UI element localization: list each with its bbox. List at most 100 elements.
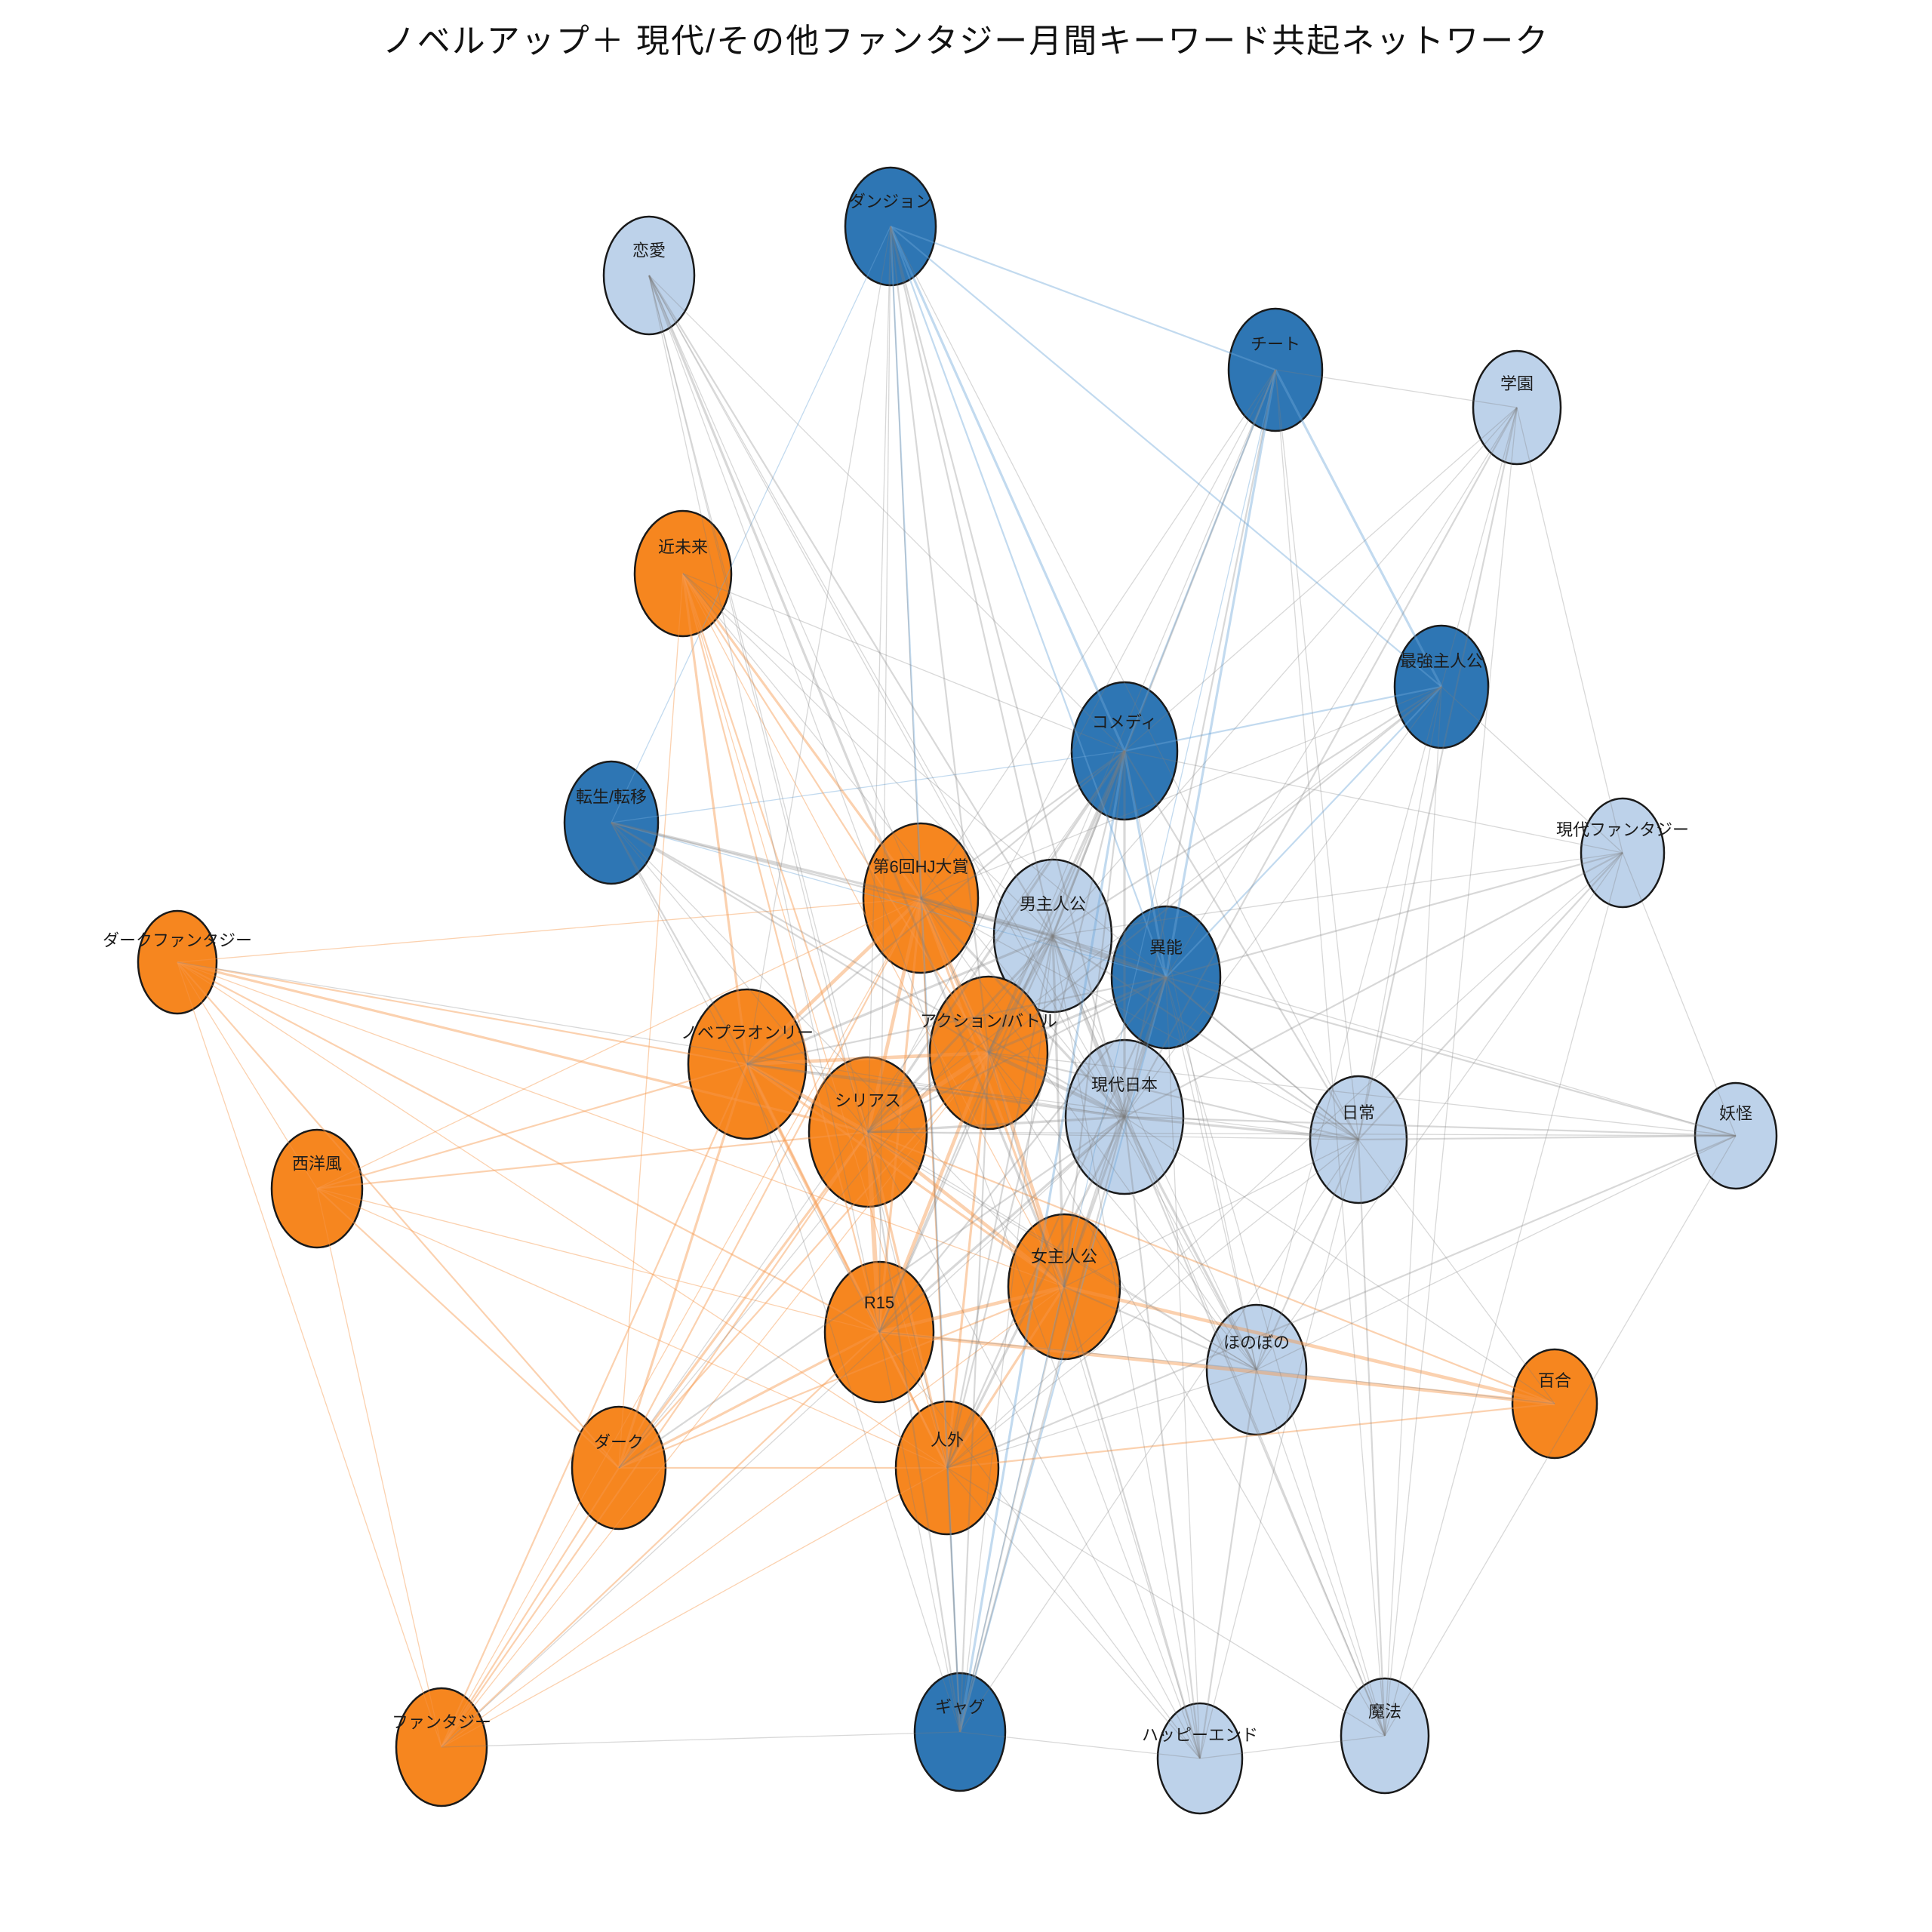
edge-action-battle--magic bbox=[988, 1052, 1386, 1737]
node-everyday bbox=[1309, 1075, 1408, 1204]
node-label-happy-end: ハッピーエンド bbox=[1142, 1726, 1258, 1745]
edge-modern-japan--female-protagonist bbox=[1063, 1116, 1126, 1287]
edge-action-battle--dark bbox=[618, 1052, 989, 1469]
edge-cheat--serious bbox=[867, 369, 1276, 1133]
edge-r15--heartwarming bbox=[878, 1331, 1257, 1371]
edge-cheat--comedy bbox=[1123, 369, 1277, 752]
edge-serious--non-human bbox=[866, 1131, 949, 1469]
edge-action-battle--everyday bbox=[988, 1051, 1359, 1141]
edge-male-protagonist--everyday bbox=[1052, 935, 1359, 1140]
edge-hj-award-6th--action-battle bbox=[918, 897, 991, 1054]
edge-strongest-protagonist--modern-japan bbox=[1124, 686, 1442, 1118]
edge-novelup-only--serious bbox=[746, 1062, 869, 1134]
edge-comedy--male-protagonist bbox=[1051, 750, 1126, 937]
node-modern-fantasy bbox=[1580, 797, 1666, 909]
edge-female-protagonist--happy-end bbox=[1063, 1286, 1201, 1759]
edge-serious--fantasy bbox=[441, 1131, 869, 1748]
edge-hj-award-6th--r15 bbox=[878, 897, 922, 1333]
node-label-non-human: 人外 bbox=[931, 1431, 964, 1450]
edge-modern-japan--fantasy bbox=[441, 1116, 1125, 1748]
edge-comedy--r15 bbox=[878, 750, 1126, 1333]
edge-reincarnation-transfer--novelup-only bbox=[611, 822, 748, 1065]
edge-hj-award-6th--gag bbox=[920, 897, 961, 1733]
edge-dungeon--comedy bbox=[889, 226, 1126, 752]
node-yokai bbox=[1694, 1081, 1778, 1190]
node-heartwarming bbox=[1205, 1303, 1308, 1436]
edge-reincarnation-transfer--special-ability bbox=[611, 822, 1167, 978]
edge-strongest-protagonist--hj-award-6th bbox=[920, 686, 1442, 899]
edge-action-battle--non-human bbox=[946, 1052, 990, 1469]
edge-comedy--serious bbox=[866, 750, 1126, 1133]
node-label-special-ability: 異能 bbox=[1149, 938, 1183, 957]
node-layer bbox=[137, 166, 1778, 1815]
edge-modern-japan--r15 bbox=[878, 1115, 1126, 1334]
edge-reincarnation-transfer--r15 bbox=[611, 822, 880, 1333]
edge-modern-fantasy--male-protagonist bbox=[1052, 852, 1623, 937]
edge-yokai--serious bbox=[867, 1131, 1737, 1137]
edge-action-battle--novelup-only bbox=[746, 1051, 989, 1066]
edge-action-battle--happy-end bbox=[988, 1052, 1201, 1759]
edge-romance--heartwarming bbox=[648, 275, 1257, 1371]
edge-layer bbox=[177, 225, 1737, 1759]
edge-dungeon--special-ability bbox=[889, 226, 1168, 978]
node-label-serious: シリアス bbox=[835, 1091, 901, 1110]
node-label-heartwarming: ほのぼの bbox=[1223, 1333, 1290, 1352]
edge-dark-fantasy--dark bbox=[177, 961, 620, 1469]
edge-hj-award-6th--female-protagonist bbox=[919, 897, 1066, 1287]
node-label-r15: R15 bbox=[864, 1294, 894, 1312]
edge-novelup-only--non-human bbox=[746, 1063, 948, 1469]
edge-female-protagonist--yuri bbox=[1063, 1284, 1555, 1406]
edge-male-protagonist--magic bbox=[1052, 935, 1386, 1737]
edge-school--modern-fantasy bbox=[1516, 407, 1623, 854]
edge-strongest-protagonist--special-ability bbox=[1165, 686, 1442, 978]
edge-reincarnation-transfer--female-protagonist bbox=[611, 822, 1065, 1287]
edge-dungeon--reincarnation-transfer bbox=[611, 226, 891, 823]
edge-comedy--action-battle bbox=[987, 750, 1126, 1054]
edge-action-battle--gag bbox=[958, 1052, 990, 1733]
edge-dark-fantasy--fantasy bbox=[177, 961, 442, 1748]
edge-cheat--magic bbox=[1275, 369, 1386, 1737]
node-label-comedy: コメディ bbox=[1092, 712, 1157, 731]
edge-near-future--novelup-only bbox=[681, 573, 749, 1065]
edge-cheat--strongest-protagonist bbox=[1274, 369, 1443, 688]
node-label-modern-fantasy: 現代ファンタジー bbox=[1556, 820, 1689, 839]
edge-special-ability--r15 bbox=[878, 977, 1167, 1333]
edge-dark-fantasy--modern-japan bbox=[177, 961, 1125, 1118]
edge-heartwarming--yuri bbox=[1256, 1369, 1555, 1404]
edge-comedy--modern-fantasy bbox=[1124, 750, 1623, 854]
edge-modern-japan--dark bbox=[618, 1116, 1125, 1469]
edge-modern-fantasy--yokai bbox=[1622, 852, 1737, 1137]
node-dark-fantasy bbox=[137, 909, 218, 1015]
node-gag bbox=[913, 1672, 1007, 1792]
edge-dungeon--r15 bbox=[878, 226, 891, 1333]
edge-female-protagonist--dark bbox=[618, 1285, 1065, 1469]
edge-hj-award-6th--western-style bbox=[316, 897, 921, 1189]
edge-near-future--female-protagonist bbox=[682, 573, 1065, 1287]
edge-cheat--everyday bbox=[1275, 369, 1359, 1140]
edge-romance--non-human bbox=[648, 275, 948, 1469]
edge-action-battle--modern-japan bbox=[988, 1051, 1125, 1119]
edge-cheat--hj-award-6th bbox=[920, 369, 1276, 899]
edge-r15--yuri bbox=[878, 1330, 1555, 1406]
edge-male-protagonist--serious bbox=[866, 934, 1054, 1134]
edge-modern-fantasy--non-human bbox=[946, 852, 1623, 1469]
edge-comedy--dark bbox=[618, 750, 1125, 1469]
edge-cheat--modern-japan bbox=[1123, 369, 1277, 1118]
edge-action-battle--serious bbox=[866, 1051, 990, 1134]
edge-hj-award-6th--novelup-only bbox=[746, 897, 922, 1066]
edge-romance--action-battle bbox=[648, 275, 989, 1054]
edge-special-ability--novelup-only bbox=[746, 976, 1167, 1066]
edge-dark-fantasy--female-protagonist bbox=[177, 961, 1065, 1287]
edge-modern-japan--gag bbox=[958, 1116, 1126, 1733]
edge-near-future--action-battle bbox=[682, 573, 989, 1054]
edge-hj-award-6th--special-ability bbox=[920, 897, 1167, 979]
edge-near-future--serious bbox=[681, 573, 869, 1133]
node-male-protagonist bbox=[992, 858, 1113, 1014]
chart-title: ノベルアップ＋ 現代/その他ファンタジー月間キーワード共起ネットワーク bbox=[382, 23, 1550, 60]
edge-romance--happy-end bbox=[648, 275, 1201, 1759]
edge-yuri--non-human bbox=[946, 1402, 1555, 1469]
edge-dark-fantasy--non-human bbox=[177, 961, 948, 1469]
edge-strongest-protagonist--action-battle bbox=[988, 686, 1442, 1054]
edge-comedy--gag bbox=[958, 750, 1126, 1733]
edge-comedy--special-ability bbox=[1123, 750, 1168, 978]
